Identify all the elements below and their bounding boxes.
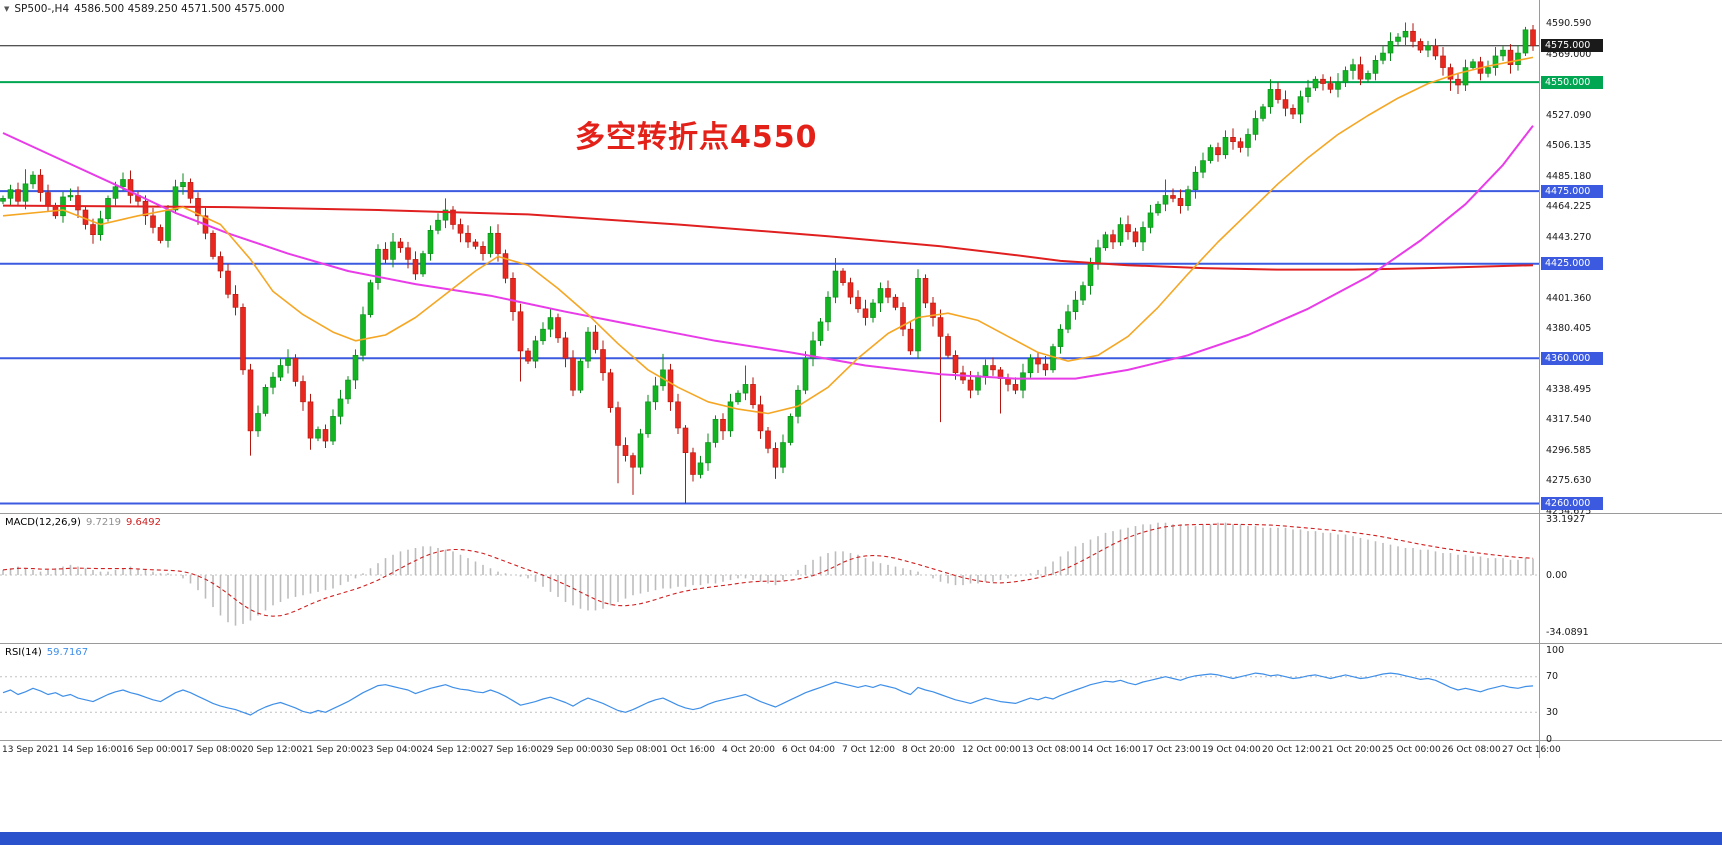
- price-tick-label: 4485.180: [1546, 170, 1592, 182]
- time-tick-label: 21 Sep 20:00: [302, 745, 363, 755]
- price-tick-label: 4275.630: [1546, 475, 1592, 487]
- price-chart-canvas[interactable]: [0, 0, 1539, 513]
- chart-annotation-text: 多空转折点4550: [575, 120, 818, 155]
- pane-separator[interactable]: [0, 643, 1722, 644]
- time-tick-label: 26 Oct 08:00: [1442, 745, 1501, 755]
- time-tick-label: 29 Sep 00:00: [542, 745, 603, 755]
- level-price-label: 4475.000: [1541, 184, 1603, 198]
- time-tick-label: 7 Oct 12:00: [842, 745, 895, 755]
- time-tick-label: 21 Oct 20:00: [1322, 745, 1381, 755]
- ma-mid-magenta-line: [2, 125, 1534, 380]
- pane-separator: [0, 740, 1722, 741]
- time-tick-label: 17 Sep 08:00: [182, 745, 243, 755]
- candlestick-series: [0, 22, 1536, 504]
- time-tick-label: 12 Oct 00:00: [962, 745, 1021, 755]
- time-tick-label: 13 Oct 08:00: [1022, 745, 1081, 755]
- price-tick-label: 4590.590: [1546, 17, 1592, 29]
- macd-tick-label: 33.1927: [1546, 513, 1586, 525]
- rsi-tick-label: 70: [1546, 671, 1559, 683]
- rsi-chart-canvas[interactable]: [0, 644, 1539, 740]
- rsi-name: RSI(14): [5, 647, 42, 658]
- rsi-tick-label: 0: [1546, 733, 1553, 745]
- rsi-scale[interactable]: 100 70 30 0: [1540, 644, 1722, 745]
- macd-signal-value: 9.6492: [125, 517, 161, 528]
- time-axis[interactable]: 13 Sep 2021 14 Sep 16:00 16 Sep 00:00 17 Se…: [0, 741, 1722, 759]
- time-tick-label: 4 Oct 20:00: [722, 745, 775, 755]
- macd-scale[interactable]: 33.1927 0.00 -34.0891: [1540, 514, 1722, 643]
- macd-tick-label: -34.0891: [1546, 627, 1589, 638]
- macd-indicator-label: MACD(12,26,9) 9.7219 9.6492: [5, 517, 161, 528]
- axis-separator: [1539, 0, 1540, 758]
- pane-separator[interactable]: [0, 513, 1722, 514]
- price-tick-label: 4401.360: [1546, 292, 1592, 304]
- macd-tick-label: 0.00: [1546, 569, 1568, 581]
- time-tick-label: 25 Oct 00:00: [1382, 745, 1441, 755]
- symbol-timeframe-label: SP500-,H4: [14, 3, 70, 15]
- price-tick-label: 4317.540: [1546, 414, 1592, 426]
- price-tick-label: 4506.135: [1546, 140, 1592, 152]
- macd-histogram: [2, 522, 1534, 626]
- time-tick-label: 30 Sep 08:00: [602, 745, 663, 755]
- time-tick-label: 19 Oct 04:00: [1202, 745, 1261, 755]
- rsi-line: [2, 672, 1534, 716]
- symbol-dropdown-icon[interactable]: ▼: [4, 5, 10, 13]
- level-price-label: 4260.000: [1541, 497, 1603, 511]
- time-tick-label: 14 Sep 16:00: [62, 745, 123, 755]
- price-tick-label: 4443.270: [1546, 231, 1592, 243]
- level-price-label: 4575.000: [1541, 39, 1603, 53]
- rsi-indicator-label: RSI(14) 59.7167: [5, 647, 88, 658]
- time-tick-label: 14 Oct 16:00: [1082, 745, 1141, 755]
- price-tick-label: 4338.495: [1546, 383, 1592, 395]
- ma-fast-orange-line: [2, 56, 1534, 415]
- ohlc-values: 4586.500 4589.250 4571.500 4575.000: [74, 3, 285, 15]
- level-price-label: 4360.000: [1541, 351, 1603, 365]
- price-tick-label: 4569.000: [1546, 48, 1592, 60]
- price-tick-label: 4464.225: [1546, 201, 1592, 213]
- taskbar-strip: [0, 832, 1722, 845]
- time-tick-label: 16 Sep 00:00: [122, 745, 183, 755]
- rsi-tick-label: 100: [1546, 644, 1565, 656]
- macd-main-value: 9.7219: [85, 517, 121, 528]
- macd-chart-canvas[interactable]: [0, 514, 1539, 642]
- level-price-label: 4425.000: [1541, 257, 1603, 271]
- time-tick-label: 20 Oct 12:00: [1262, 745, 1321, 755]
- rsi-tick-label: 30: [1546, 706, 1559, 718]
- price-tick-label: 4296.585: [1546, 444, 1592, 456]
- price-tick-label: 4380.405: [1546, 323, 1592, 335]
- time-tick-label: 27 Sep 16:00: [482, 745, 543, 755]
- level-price-label: 4550.000: [1541, 75, 1603, 89]
- time-tick-label: 1 Oct 16:00: [662, 745, 715, 755]
- price-tick-label: 4527.090: [1546, 109, 1592, 121]
- price-scale[interactable]: 4590.5904569.0004548.0454527.0904506.135…: [1540, 0, 1722, 517]
- time-tick-label: 8 Oct 20:00: [902, 745, 955, 755]
- time-tick-label: 6 Oct 04:00: [782, 745, 835, 755]
- time-tick-label: 23 Sep 04:00: [362, 745, 423, 755]
- time-tick-label: 27 Oct 16:00: [1502, 745, 1561, 755]
- rsi-main-value: 59.7167: [46, 647, 89, 658]
- macd-signal-line: [2, 523, 1534, 617]
- price-tick-label: 4254.675: [1546, 505, 1592, 517]
- time-tick-label: 24 Sep 12:00: [422, 745, 483, 755]
- time-tick-label: 20 Sep 12:00: [242, 745, 303, 755]
- ma-slow-red-line: [2, 204, 1534, 271]
- time-tick-label: 13 Sep 2021: [2, 745, 60, 755]
- time-tick-label: 17 Oct 23:00: [1142, 745, 1201, 755]
- macd-name: MACD(12,26,9): [5, 517, 81, 528]
- chart-title-bar: ▼ SP500-,H4 4586.500 4589.250 4571.500 4…: [4, 3, 285, 15]
